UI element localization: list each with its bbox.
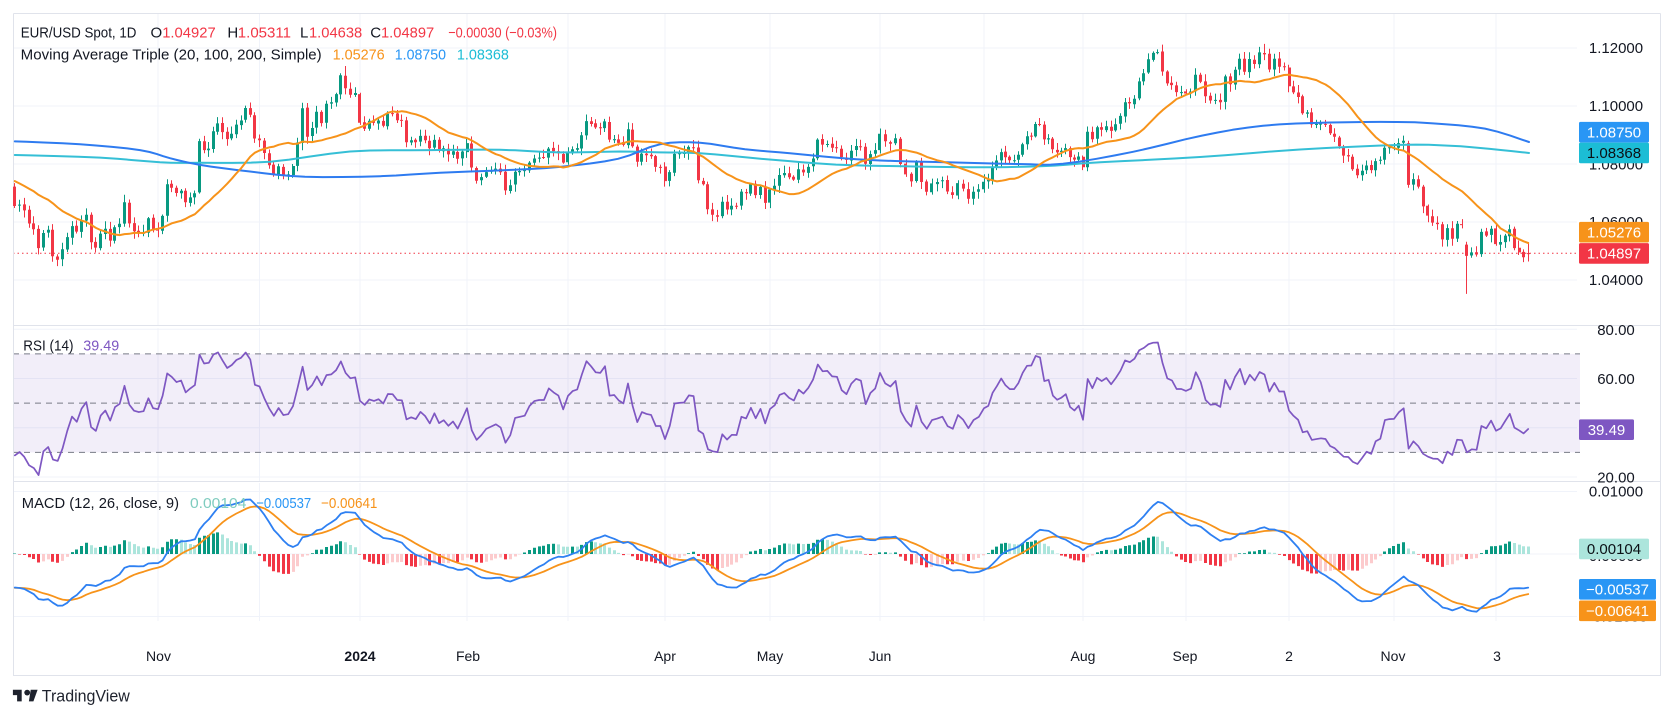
svg-text:2024: 2024 — [344, 648, 375, 664]
svg-text:1.05276: 1.05276 — [1587, 224, 1641, 241]
svg-text:1.08750: 1.08750 — [1587, 124, 1641, 141]
svg-text:EUR/USD Spot, 1D: EUR/USD Spot, 1D — [21, 25, 137, 42]
svg-text:1.04897: 1.04897 — [381, 25, 434, 42]
svg-text:1.08750: 1.08750 — [395, 46, 446, 63]
svg-text:Sep: Sep — [1173, 648, 1198, 664]
svg-text:−0.00537: −0.00537 — [256, 495, 311, 512]
svg-text:Moving Average Triple (20, 100: Moving Average Triple (20, 100, 200, Sim… — [21, 46, 322, 63]
svg-text:Nov: Nov — [146, 648, 171, 664]
svg-text:−0.00641: −0.00641 — [1586, 603, 1649, 620]
svg-text:C: C — [370, 25, 381, 42]
svg-text:−0.00030 (−0.03%): −0.00030 (−0.03%) — [448, 25, 557, 42]
svg-text:1.08368: 1.08368 — [1587, 145, 1641, 162]
svg-text:Aug: Aug — [1071, 648, 1096, 664]
svg-text:0.00104: 0.00104 — [1587, 541, 1641, 558]
svg-text:O: O — [151, 25, 163, 42]
svg-text:−0.00537: −0.00537 — [1586, 582, 1649, 599]
svg-text:TradingView: TradingView — [42, 687, 131, 706]
svg-text:39.49: 39.49 — [1588, 422, 1626, 439]
svg-text:2: 2 — [1285, 648, 1293, 664]
svg-text:20.00: 20.00 — [1597, 470, 1635, 487]
svg-text:Apr: Apr — [654, 648, 676, 664]
svg-text:3: 3 — [1493, 648, 1501, 664]
svg-text:1.04927: 1.04927 — [162, 25, 216, 42]
svg-text:May: May — [757, 648, 783, 664]
svg-text:39.49: 39.49 — [83, 337, 119, 354]
svg-text:Jun: Jun — [869, 648, 892, 664]
svg-text:Nov: Nov — [1381, 648, 1406, 664]
svg-text:1.05276: 1.05276 — [333, 46, 385, 63]
svg-text:−0.00641: −0.00641 — [321, 495, 377, 512]
svg-text:0.01000: 0.01000 — [1589, 484, 1643, 501]
svg-text:MACD (12, 26, close, 9): MACD (12, 26, close, 9) — [22, 495, 179, 512]
svg-text:L: L — [300, 25, 308, 42]
svg-text:RSI (14): RSI (14) — [23, 337, 73, 354]
svg-text:1.04638: 1.04638 — [309, 25, 362, 42]
svg-text:0.00104: 0.00104 — [190, 495, 246, 512]
svg-text:1.05311: 1.05311 — [238, 25, 291, 42]
svg-text:H: H — [227, 25, 238, 42]
svg-text:60.00: 60.00 — [1597, 371, 1635, 388]
svg-text:Feb: Feb — [456, 648, 480, 664]
svg-text:1.12000: 1.12000 — [1589, 40, 1643, 57]
svg-text:1.04897: 1.04897 — [1587, 246, 1641, 263]
svg-text:1.10000: 1.10000 — [1589, 98, 1643, 115]
svg-text:80.00: 80.00 — [1597, 322, 1635, 339]
svg-text:1.04000: 1.04000 — [1589, 272, 1643, 289]
svg-text:1.08368: 1.08368 — [457, 46, 509, 63]
